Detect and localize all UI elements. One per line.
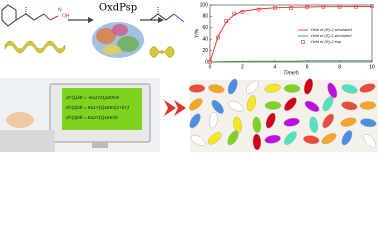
arrow bbox=[164, 100, 176, 116]
x-tick-label: 8 bbox=[338, 64, 341, 70]
pill bbox=[252, 133, 262, 151]
y-axis-label: Y/% bbox=[194, 28, 200, 38]
pill bbox=[246, 95, 256, 112]
data-marker bbox=[256, 7, 261, 12]
pill bbox=[360, 118, 377, 128]
pill bbox=[284, 131, 297, 145]
pill bbox=[322, 113, 334, 129]
pill bbox=[190, 134, 206, 146]
protein-structure bbox=[92, 22, 144, 58]
data-marker bbox=[216, 35, 220, 40]
pill bbox=[207, 132, 222, 145]
pill bbox=[265, 112, 276, 129]
data-marker bbox=[353, 4, 358, 9]
pill bbox=[327, 82, 338, 99]
graphical-abstract: N OH OxdPsp dY(1)/dt = -Ka1Y(1)xEKsh dY(… bbox=[0, 2, 378, 152]
pills bbox=[188, 78, 377, 151]
product-molecule bbox=[149, 6, 185, 23]
data-marker bbox=[321, 4, 326, 9]
data-marker bbox=[232, 11, 237, 16]
chart: 0 20 40 60 80 100 0 2 4 6 8 10 Time/h Y/% Yield of (R)… bbox=[194, 2, 375, 76]
arrow-head bbox=[158, 17, 164, 23]
series-line bbox=[209, 5, 372, 63]
equation: dY(1)/dt = -Ka1Y(1)xEKsh bbox=[66, 95, 120, 100]
data-marker bbox=[289, 6, 293, 10]
pill bbox=[303, 135, 320, 145]
arrow-head bbox=[88, 17, 94, 23]
pill bbox=[341, 101, 358, 111]
pill bbox=[208, 84, 225, 94]
keyboard bbox=[0, 130, 55, 152]
pill bbox=[283, 84, 301, 93]
y-tick-label: 100 bbox=[200, 2, 209, 8]
data-marker bbox=[208, 60, 212, 64]
hand bbox=[6, 112, 34, 128]
pill bbox=[284, 97, 297, 111]
pill bbox=[303, 78, 314, 95]
pill bbox=[322, 96, 334, 112]
legend-label: Yield of (R)-2,simulated bbox=[310, 27, 352, 32]
pill bbox=[283, 117, 300, 127]
pill bbox=[321, 133, 337, 145]
arrow bbox=[174, 100, 186, 116]
pill bbox=[304, 100, 320, 112]
pill bbox=[227, 130, 239, 146]
pill bbox=[246, 80, 259, 94]
atom-label: N bbox=[58, 7, 62, 13]
pill bbox=[363, 134, 376, 148]
x-tick-label: 10 bbox=[369, 64, 375, 70]
legend-label: Yield of (S)-2,simulated bbox=[310, 33, 352, 38]
pill bbox=[233, 116, 243, 133]
pill bbox=[264, 83, 281, 93]
data-marker bbox=[370, 4, 374, 8]
pill bbox=[227, 78, 238, 95]
monitor-stand bbox=[92, 142, 108, 148]
x-tick-label: 2 bbox=[241, 64, 244, 70]
pill bbox=[211, 100, 224, 114]
data-marker bbox=[240, 10, 245, 14]
x-tick-label: 6 bbox=[306, 64, 309, 70]
pill bbox=[252, 116, 262, 134]
plot-area bbox=[209, 4, 373, 63]
y-tick-label: 20 bbox=[202, 48, 208, 54]
series-line bbox=[209, 60, 372, 63]
y-tick-label: 60 bbox=[202, 25, 208, 31]
pill bbox=[264, 101, 282, 110]
x-tick-label: 4 bbox=[273, 64, 276, 70]
pill bbox=[341, 84, 358, 94]
pill bbox=[340, 117, 357, 127]
y-tick-label: 40 bbox=[202, 37, 208, 43]
data-marker bbox=[305, 5, 310, 10]
legend-swatch bbox=[301, 40, 305, 44]
atom-label: OH bbox=[62, 13, 70, 19]
equation: dY(2)/dt = Ka1Y(1)xEKs(1+bY) bbox=[66, 105, 130, 110]
pill bbox=[189, 113, 201, 129]
substrate-molecule bbox=[1, 4, 59, 27]
data-marker bbox=[224, 19, 228, 23]
pill bbox=[188, 98, 203, 111]
helix-ribbon bbox=[4, 40, 175, 58]
enzyme-label: OxdPsp bbox=[99, 3, 137, 14]
pill bbox=[228, 100, 244, 112]
legend-label: Yield of (R)-2,exp bbox=[310, 39, 342, 44]
y-tick-label: 0 bbox=[205, 59, 208, 65]
pill bbox=[264, 134, 281, 144]
pill bbox=[359, 101, 377, 110]
pill bbox=[341, 130, 353, 146]
pill bbox=[359, 83, 376, 93]
data-marker bbox=[337, 4, 342, 9]
x-tick-label: 0 bbox=[209, 64, 212, 70]
y-tick-label: 80 bbox=[202, 14, 208, 20]
monitor-screen bbox=[62, 88, 142, 130]
pill bbox=[309, 116, 319, 133]
x-axis-label: Time/h bbox=[283, 70, 298, 76]
pill bbox=[188, 84, 206, 93]
data-marker bbox=[272, 6, 277, 10]
pill bbox=[208, 112, 218, 129]
equation: dY(3)/dt = Ka2Y(1)xEKsh bbox=[66, 115, 118, 120]
